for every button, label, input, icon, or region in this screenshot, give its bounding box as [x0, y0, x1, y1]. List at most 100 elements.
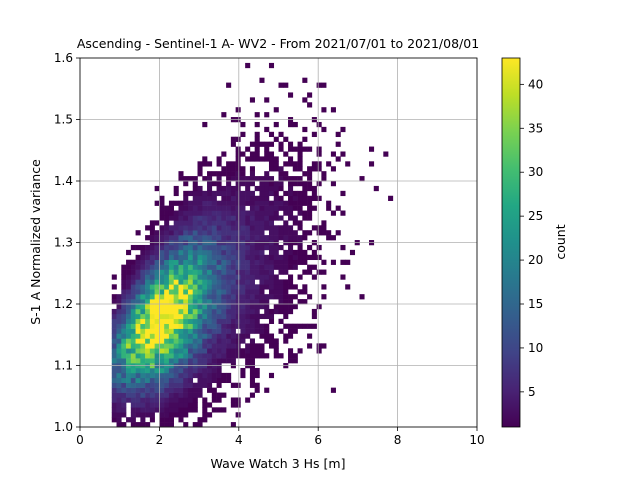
hist-cell [183, 348, 189, 354]
hist-cell [202, 412, 208, 418]
hist-cell [326, 161, 332, 167]
hist-cell [192, 284, 198, 290]
hist-cell [130, 289, 136, 295]
hist-cell [240, 151, 246, 157]
hist-cell [116, 323, 122, 329]
hist-cell [211, 215, 217, 221]
hist-cell [321, 126, 327, 133]
hist-cell [159, 417, 165, 423]
hist-cell [245, 195, 251, 201]
hist-cell [235, 185, 241, 192]
hist-cell [283, 269, 289, 275]
hist-cell [273, 259, 279, 265]
hist-cell [159, 215, 165, 221]
hist-cell [245, 299, 251, 305]
hist-cell [383, 151, 389, 157]
hist-cell [183, 220, 189, 226]
hist-cell [159, 412, 165, 418]
hist-cell [168, 200, 174, 206]
hist-cell [292, 235, 298, 241]
hist-cell [159, 387, 165, 393]
hist-cell [140, 422, 146, 428]
hist-cell [126, 304, 132, 310]
hist-cell [235, 264, 241, 270]
hist-cell [173, 244, 179, 251]
hist-cell [335, 141, 341, 147]
hist-cell [307, 230, 313, 236]
hist-cell [187, 299, 194, 305]
hist-cell [268, 294, 275, 300]
hist-cell [254, 313, 260, 320]
hist-cell [168, 215, 174, 221]
hist-cell [216, 348, 222, 354]
hist-cell [154, 259, 160, 265]
hist-cell [230, 171, 236, 177]
hist-cell [116, 387, 122, 393]
hist-cell [259, 215, 265, 221]
hist-cell [154, 402, 160, 408]
hist-cell [207, 372, 213, 379]
hist-cell [249, 230, 255, 236]
hist-cell [197, 190, 203, 197]
hist-cell [283, 304, 289, 310]
hist-cell [145, 367, 151, 374]
hist-cell [159, 343, 165, 349]
hist-cell [164, 254, 170, 261]
hist-cell [168, 367, 174, 374]
hist-cell [173, 343, 179, 349]
hist-cell [283, 323, 289, 329]
hist-cell [288, 304, 294, 310]
hist-cell [216, 358, 222, 364]
hist-cell [259, 141, 265, 147]
hist-cell [292, 249, 298, 256]
hist-cell [149, 328, 155, 334]
hist-cell [249, 205, 255, 211]
hist-cell [168, 402, 174, 408]
hist-cell [245, 289, 251, 295]
hist-cell [135, 289, 141, 295]
hist-cell [121, 269, 127, 275]
hist-cell [149, 402, 155, 408]
hist-cell [278, 235, 284, 241]
hist-cell [235, 333, 241, 339]
hist-cell [288, 249, 294, 256]
hist-cell [207, 313, 213, 320]
hist-cell [254, 205, 260, 211]
hist-cell [321, 176, 327, 182]
hist-cell [226, 230, 232, 236]
hist-cell [264, 215, 270, 221]
hist-cell [226, 249, 232, 256]
hist-cell [321, 269, 327, 275]
hist-cell [240, 166, 246, 172]
hist-cell [311, 264, 317, 270]
hist-cell [264, 387, 270, 393]
hist-cell [164, 230, 170, 236]
hist-cell [178, 249, 184, 256]
hist-cell [226, 264, 232, 270]
hist-cell [226, 220, 232, 226]
hist-cell [207, 195, 213, 201]
hist-cell [216, 205, 222, 211]
hist-cell [216, 210, 222, 216]
hist-cell [254, 328, 260, 334]
hist-cell [268, 372, 275, 379]
hist-cell [130, 402, 136, 408]
hist-cell [221, 259, 227, 265]
hist-cell [240, 289, 246, 295]
hist-cell [207, 289, 213, 295]
hist-cell [126, 279, 132, 285]
hist-cell [302, 299, 308, 305]
hist-cell [135, 422, 141, 428]
hist-cell [235, 195, 241, 201]
hist-cell [283, 230, 289, 236]
hist-cell [168, 308, 174, 315]
hist-cell [249, 279, 255, 285]
hist-cell [249, 299, 255, 305]
hist-cell [259, 333, 265, 339]
hist-cell [235, 323, 241, 329]
hist-cell [202, 318, 208, 324]
hist-cell [140, 328, 146, 334]
hist-cell [278, 171, 284, 177]
hist-cell [178, 308, 184, 315]
hist-cell [183, 382, 189, 388]
